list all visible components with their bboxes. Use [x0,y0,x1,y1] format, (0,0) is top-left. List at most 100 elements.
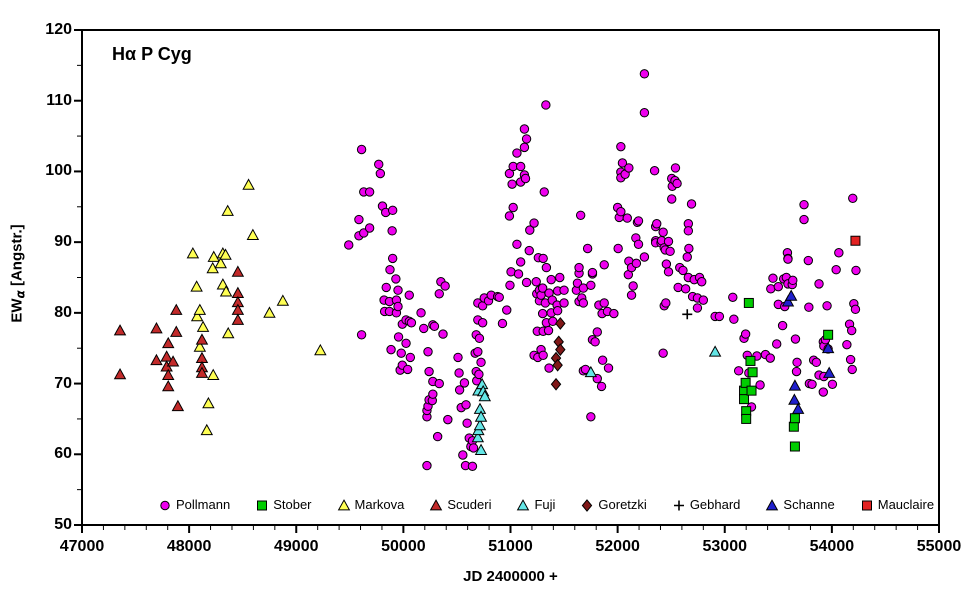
legend-marker-fuji [517,498,530,510]
data-point-pollmann [513,269,524,279]
data-point-pollmann [429,321,440,331]
data-point-pollmann [404,290,414,300]
data-point-pollmann [831,265,841,275]
data-point-pollmann [649,166,660,176]
legend-marker-gebhard [673,500,684,510]
data-point-stober [739,394,750,405]
data-point-pollmann [387,253,398,264]
legend-marker-triangle-icon [766,498,779,510]
data-point-pollmann [391,274,401,284]
data-point-pollmann [364,187,375,197]
data-point-pollmann [663,267,674,277]
data-point-markova [193,340,207,352]
data-point-pollmann [728,292,738,302]
data-point-pollmann [519,124,530,134]
data-point-pollmann [652,219,662,229]
data-point-pollmann [791,366,802,377]
data-point-pollmann [733,366,744,376]
data-point-pollmann [393,285,403,295]
data-point-pollmann [537,308,548,319]
data-point-pollmann [515,257,526,267]
legend-marker-square-icon [257,500,268,510]
data-point-pollmann [559,285,569,295]
data-point-pollmann [682,252,692,262]
data-point-pollmann [755,380,765,390]
data-point-pollmann [851,265,861,276]
data-point-scuderi [113,324,127,336]
data-point-pollmann [613,243,623,254]
data-point-pollmann [432,431,443,442]
data-point-pollmann [454,368,464,378]
x-tick-label: 54000 [809,538,855,555]
data-point-pollmann [684,243,694,254]
legend-item-pollmann: Pollmann [158,497,230,512]
data-point-pollmann [663,236,674,247]
data-point-pollmann [544,363,554,373]
data-point-scuderi [150,353,163,366]
data-point-pollmann [714,311,725,322]
data-point-pollmann [521,134,532,144]
data-point-markova [196,320,210,332]
data-point-pollmann [559,298,569,308]
data-point-pollmann [616,207,626,217]
data-point-pollmann [582,243,593,254]
data-point-pollmann [538,253,548,264]
data-point-pollmann [698,295,709,305]
legend-marker-triangle-icon [517,498,530,510]
data-point-pollmann [590,337,600,347]
data-point-pollmann [505,280,515,290]
data-point-pollmann [804,302,814,312]
data-point-goretzki [555,343,566,357]
data-point-fuji [474,443,488,455]
data-point-markova [221,326,235,339]
data-point-pollmann [665,246,675,257]
data-point-pollmann [658,348,668,358]
data-point-markova [190,280,203,292]
data-point-pollmann [822,301,832,311]
x-tick-label: 48000 [166,538,212,555]
x-tick-label: 53000 [702,538,748,555]
data-point-pollmann [531,277,541,287]
data-point-fuji [584,365,598,378]
data-point-markova [207,250,221,262]
data-point-markova [186,247,200,259]
data-point-pollmann [850,304,861,315]
data-point-pollmann [678,265,688,276]
legend-marker-triangle-icon [337,498,350,510]
data-point-scuderi [195,333,209,345]
data-point-pollmann [639,252,650,262]
data-point-pollmann [661,298,671,308]
legend-label: Scuderi [447,497,492,512]
data-point-pollmann [827,379,838,389]
legend-marker-square-icon [861,500,872,510]
data-point-pollmann [477,318,488,328]
x-tick-label: 50000 [381,538,426,555]
legend-marker-diamond-icon [582,498,593,512]
data-point-stober [823,329,834,340]
data-point-pollmann [667,194,677,204]
data-point-pollmann [587,267,598,278]
data-point-markova [193,303,207,315]
data-point-markova [202,396,215,409]
data-point-stober [746,385,757,396]
data-point-stober [743,297,754,308]
y-tick-label: 70 [54,374,72,392]
data-point-pollmann [525,225,535,235]
data-point-pollmann [474,369,484,380]
data-point-pollmann [494,292,504,302]
data-point-pollmann [672,178,682,189]
data-point-pollmann [617,158,628,168]
data-point-pollmann [416,308,426,318]
legend-item-markova: Markova [337,497,404,512]
data-point-pollmann [520,173,531,184]
data-point-markova [246,228,260,240]
data-point-pollmann [467,461,478,472]
data-point-pollmann [356,144,367,155]
y-tick-label: 90 [54,233,72,251]
y-tick-label: 80 [54,303,72,321]
data-point-pollmann [359,228,369,238]
data-point-pollmann [680,284,691,294]
data-point-pollmann [387,226,397,236]
data-point-pollmann [387,205,398,216]
data-point-pollmann [459,378,470,388]
